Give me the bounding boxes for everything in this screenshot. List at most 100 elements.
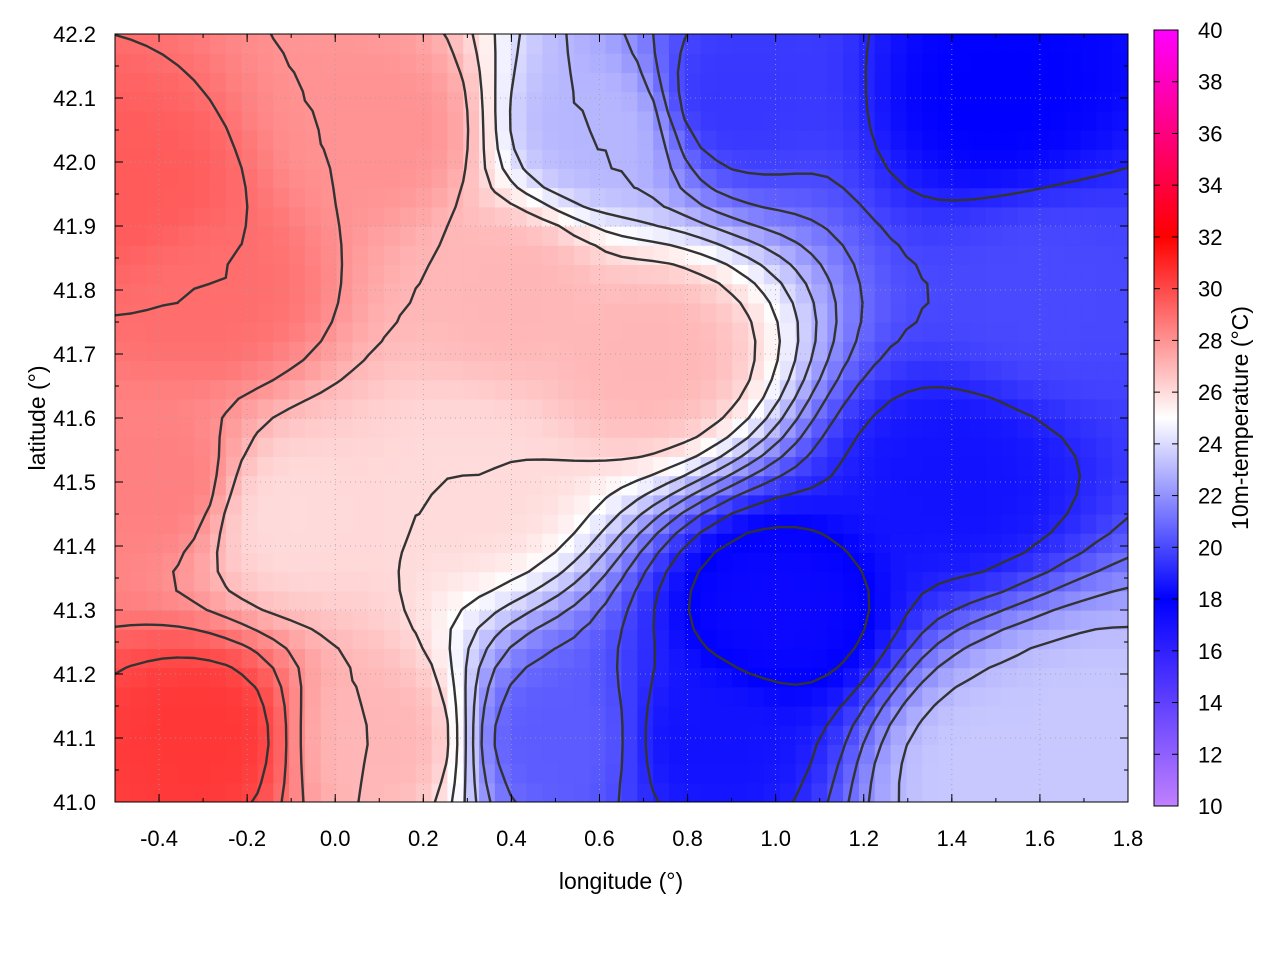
field-cell [953,475,971,496]
field-cell [352,552,369,573]
field-cell [162,437,179,457]
field-cell [605,379,623,400]
field-cell [621,91,638,112]
field-cell [384,206,401,227]
field-cell [431,590,448,611]
field-cell [574,686,591,707]
field-cell [668,53,686,73]
field-cell [447,494,464,515]
field-cell [558,782,575,802]
field-cell [526,552,543,573]
field-cell [431,53,448,73]
field-cell [811,610,828,630]
field-cell [668,590,686,611]
field-cell [938,437,955,457]
field-cell [162,168,179,189]
field-cell [700,91,718,112]
field-cell [431,34,448,54]
field-cell [241,149,259,169]
field-cell [479,360,496,381]
field-cell [1112,187,1128,208]
field-cell [621,130,638,150]
field-cell [368,322,385,342]
field-cell [621,72,638,93]
field-cell [605,418,623,438]
field-cell [732,610,749,630]
field-cell [874,667,892,688]
field-cell [399,475,417,496]
field-cell [526,91,543,112]
field-cell [384,226,401,246]
field-cell [1017,283,1034,304]
field-cell [795,552,813,573]
field-cell [700,149,718,169]
field-cell [289,245,306,265]
field-cell [1064,302,1082,323]
field-cell [637,514,654,534]
field-cell [431,667,448,688]
field-cell [558,763,575,784]
field-cell [399,168,417,189]
field-cell [542,283,559,304]
field-cell [589,398,607,419]
field-cell [1033,322,1050,342]
field-cell [558,398,575,419]
field-cell [510,91,528,112]
field-cell [178,610,195,630]
field-cell [1001,130,1018,150]
field-cell [146,226,164,246]
field-cell [922,379,939,400]
field-cell [1033,91,1050,112]
field-cell [795,72,813,93]
field-cell [526,610,543,630]
field-cell [1017,418,1034,438]
field-cell [384,187,401,208]
field-cell [938,91,955,112]
field-cell [605,341,623,361]
field-cell [146,130,164,150]
field-cell [447,226,464,246]
field-cell [605,34,623,54]
field-cell [399,149,417,169]
field-cell [890,571,908,592]
field-cell [558,648,575,669]
field-cell [510,226,528,246]
field-cell [858,168,876,189]
field-cell [558,341,575,361]
colorbar-tick-label: 34 [1198,173,1222,198]
field-cell [843,53,860,73]
field-cell [732,72,749,93]
field-cell [146,744,164,765]
field-cell [605,283,623,304]
field-cell [637,437,654,457]
field-cell [906,456,923,477]
field-cell [352,456,369,477]
field-cell [906,341,923,361]
field-cell [858,648,876,669]
field-cell [225,34,243,54]
field-cell [162,91,179,112]
field-cell [510,725,528,745]
field-cell [684,322,702,342]
field-cell [1048,72,1066,93]
field-cell [368,168,385,189]
field-cell [1096,226,1113,246]
field-cell [589,187,607,208]
field-cell [763,706,781,726]
field-cell [589,610,607,630]
field-cell [447,475,464,496]
field-cell [194,782,211,802]
field-cell [352,475,369,496]
field-cell [795,494,813,515]
field-cell [115,72,132,93]
field-cell [874,475,892,496]
field-cell [716,686,733,707]
field-cell [209,494,227,515]
field-cell [447,206,464,227]
field-cell [858,533,876,553]
field-cell [858,456,876,477]
field-cell [415,322,433,342]
field-cell [1001,514,1018,534]
field-cell [178,667,195,688]
